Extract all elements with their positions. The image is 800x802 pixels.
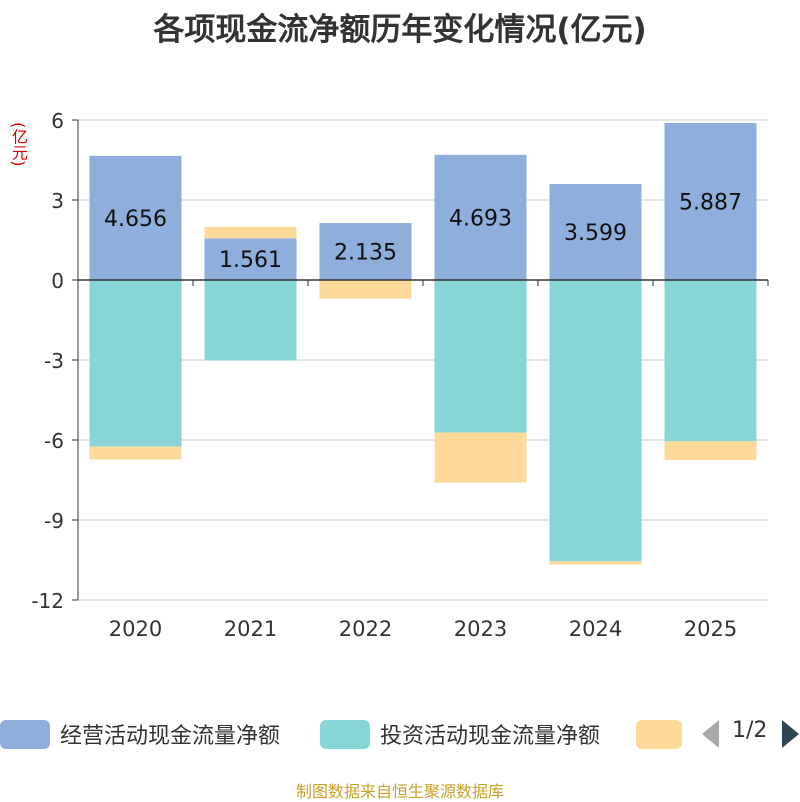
bar-series1-2021 — [204, 280, 297, 361]
bar-series0-2020 — [89, 155, 182, 280]
bar-series1-2020 — [89, 280, 182, 447]
bar-series0-2025 — [664, 123, 757, 280]
y-tick-label: 0 — [51, 269, 64, 293]
data-labels: 4.656 1.561 2.135 4.693 3.599 5.887 — [104, 191, 742, 274]
y-tick-label: -6 — [44, 429, 64, 453]
bar-value-label: 4.656 — [104, 207, 167, 232]
y-tick-label: -9 — [44, 509, 64, 533]
chart-title: 各项现金流净额历年变化情况(亿元) — [153, 12, 647, 48]
legend-item-operating[interactable]: 经营活动现金流量净额 — [0, 716, 280, 752]
bars — [89, 123, 757, 565]
y-tick-label: 3 — [51, 189, 64, 213]
bar-series1-2023 — [434, 280, 527, 433]
x-tick-label: 2025 — [684, 617, 737, 641]
bar-series1-2025 — [664, 280, 757, 442]
bar-series2-2023 — [434, 432, 527, 483]
x-tick-label: 2020 — [109, 617, 162, 641]
bar-series1-2024 — [549, 280, 642, 562]
bar-value-label: 3.599 — [564, 221, 627, 246]
y-tick-label: -3 — [44, 349, 64, 373]
bar-series0-2022 — [319, 223, 412, 280]
bar-chart: 6 3 0 -3 -6 -9 -12 2020 2021 2022 2023 2024 2025 4.6… — [31, 109, 769, 641]
legend-swatch-investing — [320, 719, 370, 749]
legend-swatch-operating — [0, 719, 50, 749]
x-tick-label: 2024 — [569, 617, 622, 641]
y-axis-unit: (亿元) — [9, 122, 28, 167]
y-tick-label: 6 — [51, 109, 64, 133]
bar-value-label: 5.887 — [679, 191, 742, 216]
x-tick-label: 2021 — [224, 617, 277, 641]
legend-item-financing[interactable] — [636, 716, 692, 752]
legend: 经营活动现金流量净额 投资活动现金流量净额 — [0, 716, 800, 752]
legend-prev-arrow-icon[interactable] — [702, 720, 719, 748]
bar-series2-2020 — [89, 446, 182, 460]
x-tick-label: 2022 — [339, 617, 392, 641]
data-source-note: 制图数据来自恒生聚源数据库 — [295, 782, 504, 801]
bar-series2-2022 — [319, 280, 412, 299]
legend-label-operating: 经营活动现金流量净额 — [60, 724, 281, 749]
bar-series2-2025 — [664, 441, 757, 460]
bar-series2-2024 — [549, 561, 642, 565]
y-tick-label: -12 — [31, 589, 64, 613]
bar-value-label: 2.135 — [334, 241, 397, 266]
bar-value-label: 4.693 — [449, 206, 512, 231]
x-tick-label: 2023 — [454, 617, 507, 641]
legend-swatch-financing — [636, 719, 682, 749]
axes: 6 3 0 -3 -6 -9 -12 2020 2021 2022 2023 2024 2025 — [31, 109, 769, 641]
bar-series2-2021 — [204, 226, 297, 239]
bar-value-label: 1.561 — [219, 248, 282, 273]
bar-series0-2021 — [204, 238, 297, 280]
bar-series0-2024 — [549, 184, 642, 280]
legend-pager: 1/2 — [700, 716, 800, 752]
legend-next-arrow-icon[interactable] — [782, 720, 799, 748]
legend-page-indicator: 1/2 — [732, 718, 768, 743]
legend-label-investing: 投资活动现金流量净额 — [380, 724, 601, 749]
bar-series0-2023 — [434, 154, 527, 280]
legend-item-investing[interactable]: 投资活动现金流量净额 — [320, 716, 600, 752]
